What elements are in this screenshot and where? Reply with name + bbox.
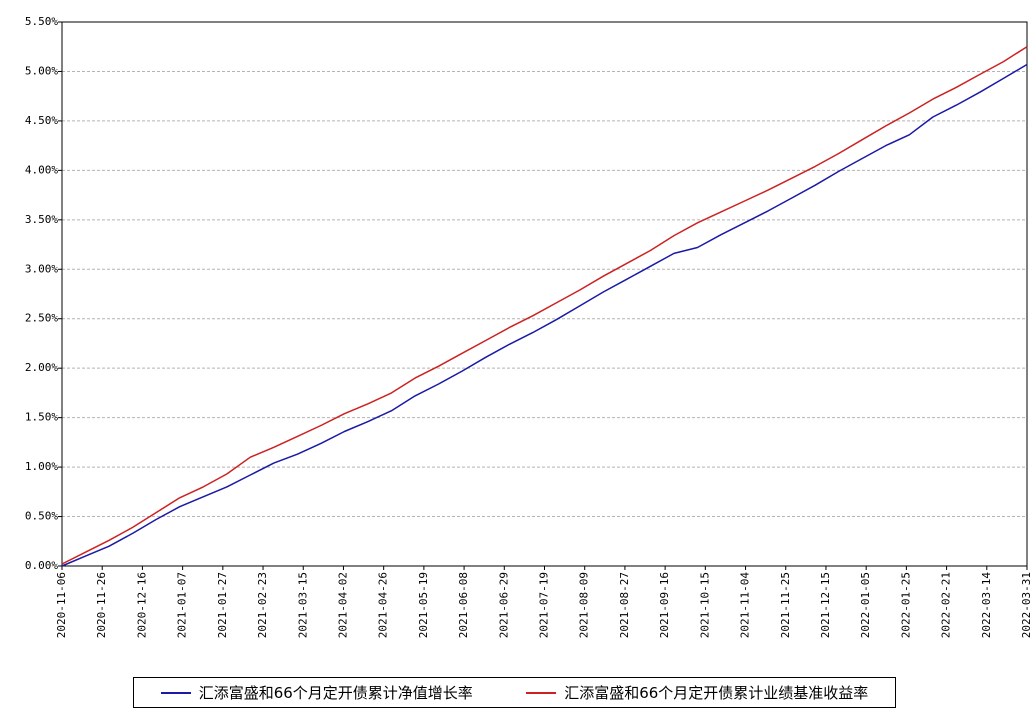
legend-item-benchmark: 汇添富盛和66个月定开债累计业绩基准收益率 (526, 682, 868, 703)
y-tick-label: 4.00% (25, 163, 58, 176)
y-tick-label: 4.50% (25, 114, 58, 127)
y-tick-label: 2.00% (25, 361, 58, 374)
x-tick-label: 2020-12-16 (135, 572, 148, 638)
x-tick-label: 2021-01-07 (176, 572, 189, 638)
y-tick-label: 1.00% (25, 460, 58, 473)
x-tick-label: 2020-11-06 (55, 572, 68, 638)
x-tick-label: 2021-01-27 (216, 572, 229, 638)
y-tick-label: 5.00% (25, 64, 58, 77)
x-tick-label: 2022-01-25 (899, 572, 912, 638)
y-axis: 0.00% 0.50% 1.00% 1.50% 2.00% 2.50% 3.00% 3.50%… (25, 15, 62, 572)
legend-swatch-benchmark (526, 691, 557, 694)
y-tick-label: 5.50% (25, 15, 58, 28)
legend-item-nav: 汇添富盛和66个月定开债累计净值增长率 (160, 682, 473, 703)
y-tick-label: 3.00% (25, 262, 58, 275)
x-axis: 2020-11-06 2020-11-26 2020-12-16 2021-01-07… (55, 566, 1030, 638)
x-tick-label: 2021-08-27 (618, 572, 631, 638)
legend-label-nav: 汇添富盛和66个月定开债累计净值增长率 (198, 684, 473, 702)
x-tick-label: 2021-06-08 (457, 572, 470, 638)
legend-label-benchmark: 汇添富盛和66个月定开债累计业绩基准收益率 (564, 684, 869, 702)
x-tick-label: 2022-01-05 (859, 572, 872, 638)
legend-swatch-nav (160, 691, 191, 694)
x-tick-label: 2021-09-16 (658, 572, 671, 638)
x-tick-label: 2021-12-15 (819, 572, 832, 638)
grid-lines (62, 70, 1027, 518)
x-tick-label: 2021-02-23 (256, 572, 269, 638)
x-tick-label: 2021-07-19 (538, 572, 551, 638)
y-tick-label: 3.50% (25, 213, 58, 226)
x-tick-label: 2020-11-26 (95, 572, 108, 638)
x-tick-label: 2022-02-21 (940, 572, 953, 638)
x-tick-label: 2022-03-31 (1020, 572, 1030, 638)
x-tick-label: 2021-04-02 (336, 572, 349, 638)
x-tick-label: 2021-10-15 (698, 572, 711, 638)
y-tick-label: 0.00% (25, 559, 58, 572)
y-tick-label: 0.50% (25, 510, 58, 523)
x-tick-label: 2021-11-25 (779, 572, 792, 638)
series-line-nav (61, 63, 1028, 567)
line-chart: 0.00% 0.50% 1.00% 1.50% 2.00% 2.50% 3.00% 3.50%… (25, 15, 1030, 638)
x-tick-label: 2021-03-15 (296, 572, 309, 638)
legend: 汇添富盛和66个月定开债累计净值增长率 汇添富盛和66个月定开债累计业绩基准收益… (133, 677, 896, 708)
series-line-benchmark (61, 46, 1028, 565)
series-lines (61, 46, 1028, 567)
x-tick-label: 2022-03-14 (980, 572, 993, 639)
x-tick-label: 2021-08-09 (578, 572, 591, 638)
y-tick-label: 1.50% (25, 411, 58, 424)
x-tick-label: 2021-11-04 (739, 572, 752, 639)
x-tick-label: 2021-05-19 (417, 572, 430, 638)
x-tick-label: 2021-06-29 (497, 572, 510, 638)
y-tick-label: 2.50% (25, 312, 58, 325)
x-tick-label: 2021-04-26 (377, 572, 390, 638)
